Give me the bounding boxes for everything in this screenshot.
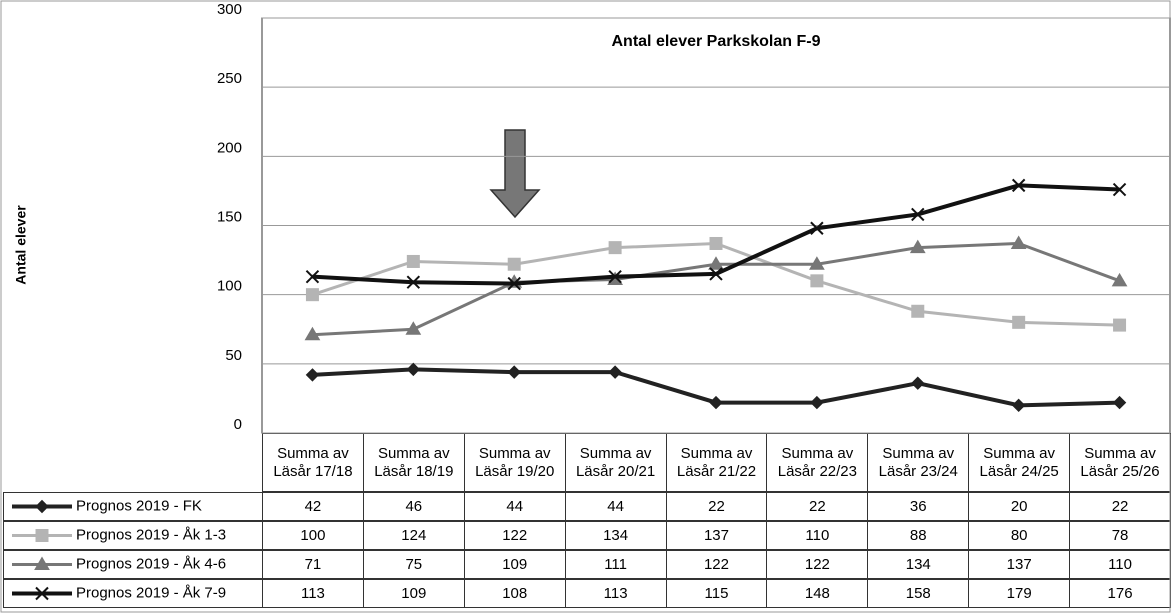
marker (709, 267, 723, 281)
marker (810, 221, 824, 235)
legend-label: Prognos 2019 - Åk 4-6 (76, 555, 226, 572)
marker (911, 376, 925, 390)
y-tick-label: 300 (217, 1, 242, 18)
marker (35, 529, 49, 542)
marker (35, 499, 49, 514)
marker (810, 395, 824, 410)
marker (1010, 235, 1027, 249)
arrow (489, 129, 541, 219)
marker (1111, 272, 1128, 287)
marker (406, 362, 421, 377)
marker (507, 276, 521, 291)
marker (1112, 182, 1127, 197)
marker (507, 257, 521, 271)
y-tick-label: 50 (225, 347, 242, 364)
marker (909, 239, 926, 254)
marker (1011, 398, 1026, 413)
marker (304, 326, 321, 341)
marker (911, 304, 925, 318)
y-tick-label: 0 (234, 416, 242, 433)
marker (305, 269, 320, 284)
marker (34, 556, 50, 570)
x-tick-label: Summa av Läsår 22/23 (766, 433, 869, 492)
marker (809, 256, 825, 270)
legend-label: Prognos 2019 - Åk 1-3 (76, 526, 226, 543)
y-axis-label: Antal elever (13, 205, 29, 285)
marker (35, 586, 49, 601)
marker (709, 236, 723, 250)
x-tick-label: Summa av Läsår 17/18 (262, 433, 364, 492)
marker (608, 365, 622, 379)
marker (507, 365, 521, 379)
marker (406, 254, 420, 268)
marker (1011, 178, 1026, 193)
marker (911, 207, 925, 222)
marker (305, 288, 319, 302)
y-tick-label: 250 (217, 70, 242, 87)
marker (708, 256, 724, 270)
marker (608, 269, 622, 284)
x-tick-label: Summa av Läsår 18/19 (362, 433, 465, 492)
marker (810, 274, 824, 288)
marker (305, 368, 320, 382)
marker (608, 241, 622, 255)
legend-label: Prognos 2019 - Åk 7-9 (76, 584, 226, 601)
legend-label: Prognos 2019 - FK (76, 497, 202, 514)
marker (1012, 315, 1026, 329)
marker (406, 275, 421, 289)
marker (1112, 395, 1127, 410)
y-tick-label: 100 (217, 278, 242, 295)
chart-title: Antal elever Parkskolan F-9 (612, 33, 821, 50)
y-tick-label: 200 (217, 139, 242, 156)
marker (709, 395, 723, 410)
y-tick-label: 150 (217, 208, 242, 225)
marker (1113, 318, 1127, 332)
marker (405, 321, 422, 335)
